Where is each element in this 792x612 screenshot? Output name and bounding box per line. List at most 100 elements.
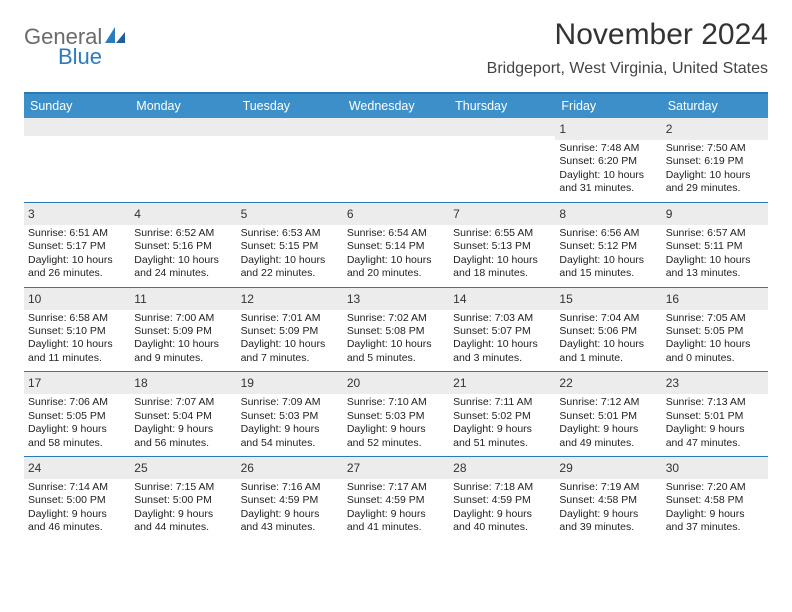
daylight-line: Daylight: 10 hours — [666, 254, 764, 267]
day-details: Sunrise: 7:11 AMSunset: 5:02 PMDaylight:… — [453, 396, 551, 450]
day-number: 11 — [134, 292, 146, 306]
day-cell: 29Sunrise: 7:19 AMSunset: 4:58 PMDayligh… — [555, 457, 661, 541]
daylight-line: Daylight: 9 hours — [28, 423, 126, 436]
day-cell: 1Sunrise: 7:48 AMSunset: 6:20 PMDaylight… — [555, 118, 661, 202]
daylight-line: and 54 minutes. — [241, 437, 339, 450]
daylight-line: Daylight: 10 hours — [559, 254, 657, 267]
daylight-line: Daylight: 10 hours — [241, 254, 339, 267]
sunrise-line: Sunrise: 6:56 AM — [559, 227, 657, 240]
day-number: 10 — [28, 292, 41, 306]
location: Bridgeport, West Virginia, United States — [487, 60, 768, 78]
day-number: 17 — [28, 376, 41, 390]
day-number: 12 — [241, 292, 254, 306]
day-cell: 3Sunrise: 6:51 AMSunset: 5:17 PMDaylight… — [24, 203, 130, 287]
day-number: 28 — [453, 461, 466, 475]
sunrise-line: Sunrise: 7:16 AM — [241, 481, 339, 494]
day-details: Sunrise: 7:20 AMSunset: 4:58 PMDaylight:… — [666, 481, 764, 535]
day-cell: 11 Sunrise: 7:00 AMSunset: 5:09 PMDayligh… — [130, 288, 236, 372]
daylight-line: and 37 minutes. — [666, 521, 764, 534]
sunset-line: Sunset: 5:11 PM — [666, 240, 764, 253]
day-number: 30 — [666, 461, 679, 475]
day-number-bar: 1 — [555, 118, 661, 140]
day-number-bar — [24, 118, 130, 136]
day-details: Sunrise: 7:15 AMSunset: 5:00 PMDaylight:… — [134, 481, 232, 535]
sunrise-line: Sunrise: 7:00 AM — [134, 312, 232, 325]
day-cell — [24, 118, 130, 202]
day-cell: 27Sunrise: 7:17 AMSunset: 4:59 PMDayligh… — [343, 457, 449, 541]
day-details: Sunrise: 7:07 AMSunset: 5:04 PMDaylight:… — [134, 396, 232, 450]
sunset-line: Sunset: 4:58 PM — [559, 494, 657, 507]
day-cell: 10 Sunrise: 6:58 AMSunset: 5:10 PMDayligh… — [24, 288, 130, 372]
sunset-line: Sunset: 5:12 PM — [559, 240, 657, 253]
daylight-line: Daylight: 10 hours — [347, 254, 445, 267]
sunset-line: Sunset: 5:01 PM — [559, 410, 657, 423]
day-number-bar: 3 — [24, 203, 130, 225]
day-details: Sunrise: 7:00 AMSunset: 5:09 PMDaylight:… — [134, 312, 232, 366]
day-cell: 25Sunrise: 7:15 AMSunset: 5:00 PMDayligh… — [130, 457, 236, 541]
day-details: Sunrise: 6:51 AMSunset: 5:17 PMDaylight:… — [28, 227, 126, 281]
day-number: 22 — [559, 376, 572, 390]
sunrise-line: Sunrise: 7:50 AM — [666, 142, 764, 155]
daylight-line: and 47 minutes. — [666, 437, 764, 450]
daylight-line: Daylight: 10 hours — [453, 254, 551, 267]
day-cell: 2Sunrise: 7:50 AMSunset: 6:19 PMDaylight… — [662, 118, 768, 202]
daylight-line: and 0 minutes. — [666, 352, 764, 365]
day-number-bar: 27 — [343, 457, 449, 479]
day-cell: 15Sunrise: 7:04 AMSunset: 5:06 PMDayligh… — [555, 288, 661, 372]
week-row: 1Sunrise: 7:48 AMSunset: 6:20 PMDaylight… — [24, 118, 768, 202]
sunset-line: Sunset: 5:00 PM — [28, 494, 126, 507]
weekday-header: Thursday — [449, 94, 555, 118]
week-row: 24Sunrise: 7:14 AMSunset: 5:00 PMDayligh… — [24, 456, 768, 541]
sunset-line: Sunset: 5:09 PM — [241, 325, 339, 338]
sunset-line: Sunset: 5:13 PM — [453, 240, 551, 253]
sunset-line: Sunset: 5:06 PM — [559, 325, 657, 338]
sunrise-line: Sunrise: 6:54 AM — [347, 227, 445, 240]
day-cell: 17Sunrise: 7:06 AMSunset: 5:05 PMDayligh… — [24, 372, 130, 456]
day-number-bar: 14 — [449, 288, 555, 310]
day-cell: 28Sunrise: 7:18 AMSunset: 4:59 PMDayligh… — [449, 457, 555, 541]
sunrise-line: Sunrise: 7:48 AM — [559, 142, 657, 155]
daylight-line: Daylight: 10 hours — [28, 254, 126, 267]
sunrise-line: Sunrise: 7:12 AM — [559, 396, 657, 409]
daylight-line: and 22 minutes. — [241, 267, 339, 280]
day-number: 9 — [666, 207, 673, 221]
sunrise-line: Sunrise: 7:03 AM — [453, 312, 551, 325]
daylight-line: Daylight: 10 hours — [559, 338, 657, 351]
day-details: Sunrise: 6:58 AMSunset: 5:10 PMDaylight:… — [28, 312, 126, 366]
day-details: Sunrise: 7:12 AMSunset: 5:01 PMDaylight:… — [559, 396, 657, 450]
week-row: 10Sunrise: 6:58 AMSunset: 5:10 PMDayligh… — [24, 287, 768, 372]
day-number-bar: 25 — [130, 457, 236, 479]
day-number: 7 — [453, 207, 460, 221]
sunset-line: Sunset: 5:10 PM — [28, 325, 126, 338]
day-cell — [237, 118, 343, 202]
sunrise-line: Sunrise: 6:52 AM — [134, 227, 232, 240]
day-number-bar: 15 — [555, 288, 661, 310]
day-number-bar: 7 — [449, 203, 555, 225]
daylight-line: Daylight: 9 hours — [134, 423, 232, 436]
day-details: Sunrise: 7:01 AMSunset: 5:09 PMDaylight:… — [241, 312, 339, 366]
title-block: November 2024 Bridgeport, West Virginia,… — [487, 18, 768, 78]
sunset-line: Sunset: 5:14 PM — [347, 240, 445, 253]
sunset-line: Sunset: 5:15 PM — [241, 240, 339, 253]
day-details: Sunrise: 7:03 AMSunset: 5:07 PMDaylight:… — [453, 312, 551, 366]
sunset-line: Sunset: 5:05 PM — [666, 325, 764, 338]
sunrise-line: Sunrise: 6:51 AM — [28, 227, 126, 240]
sunset-line: Sunset: 4:59 PM — [241, 494, 339, 507]
sunset-line: Sunset: 4:59 PM — [453, 494, 551, 507]
day-cell — [343, 118, 449, 202]
day-cell: 20Sunrise: 7:10 AMSunset: 5:03 PMDayligh… — [343, 372, 449, 456]
sunrise-line: Sunrise: 6:58 AM — [28, 312, 126, 325]
daylight-line: Daylight: 10 hours — [347, 338, 445, 351]
sunset-line: Sunset: 5:02 PM — [453, 410, 551, 423]
day-cell: 19Sunrise: 7:09 AMSunset: 5:03 PMDayligh… — [237, 372, 343, 456]
day-number: 2 — [666, 122, 673, 136]
daylight-line: and 24 minutes. — [134, 267, 232, 280]
daylight-line: and 56 minutes. — [134, 437, 232, 450]
daylight-line: Daylight: 10 hours — [559, 169, 657, 182]
sunset-line: Sunset: 4:59 PM — [347, 494, 445, 507]
day-cell: 21Sunrise: 7:11 AMSunset: 5:02 PMDayligh… — [449, 372, 555, 456]
sunrise-line: Sunrise: 7:19 AM — [559, 481, 657, 494]
sunrise-line: Sunrise: 6:55 AM — [453, 227, 551, 240]
day-number-bar: 18 — [130, 372, 236, 394]
day-cell: 26Sunrise: 7:16 AMSunset: 4:59 PMDayligh… — [237, 457, 343, 541]
